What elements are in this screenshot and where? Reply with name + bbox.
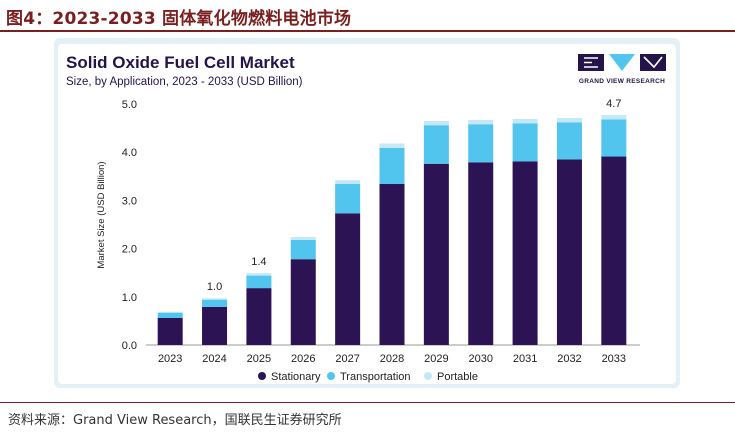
bar-transportation-2033 xyxy=(601,119,627,157)
bar-portable-2026 xyxy=(290,237,316,240)
legend-swatch-stationary xyxy=(258,372,266,380)
bar-portable-2023 xyxy=(157,311,183,313)
bar-portable-2032 xyxy=(556,117,582,123)
bar-transportation-2027 xyxy=(335,184,361,214)
legend: Stationary Transportation Portable xyxy=(258,371,478,383)
y-axis-title: Market Size (USD Billion) xyxy=(96,161,107,268)
bar-transportation-2030 xyxy=(468,124,494,163)
x-tick-label: 2028 xyxy=(380,353,404,365)
bar-portable-2025 xyxy=(246,273,272,276)
bar-stationary-2023 xyxy=(157,318,183,345)
bar-stationary-2027 xyxy=(335,213,361,345)
y-tick-label: 4.0 xyxy=(122,147,137,159)
x-axis: 2023 2024 2025 2026 2027 2028 2029 2030 2031 2032… xyxy=(158,353,626,365)
bar-stationary-2029 xyxy=(423,163,449,345)
bar-transportation-2024 xyxy=(202,299,228,307)
x-tick-label: 2033 xyxy=(602,353,626,365)
bar-transportation-2031 xyxy=(512,123,538,162)
legend-label-portable: Portable xyxy=(437,371,478,383)
title-rule xyxy=(0,30,735,32)
bar-stationary-2033 xyxy=(601,156,627,345)
data-label: 1.4 xyxy=(251,256,266,268)
bar-transportation-2025 xyxy=(246,275,272,289)
x-tick-label: 2023 xyxy=(158,353,182,365)
source-note: 资料来源：Grand View Research，国联民生证券研究所 xyxy=(8,413,342,428)
chart-subtitle: Size, by Application, 2023 - 2033 (USD B… xyxy=(66,76,303,88)
bar-transportation-2026 xyxy=(290,239,316,260)
bar-portable-2033 xyxy=(601,115,627,120)
legend-swatch-portable xyxy=(424,372,432,380)
y-axis-title-group: Market Size (USD Billion) xyxy=(96,161,107,268)
bar-portable-2031 xyxy=(512,118,538,124)
bar-portable-2029 xyxy=(423,120,449,126)
y-axis: 0.0 1.0 2.0 3.0 4.0 5.0 xyxy=(122,99,137,352)
brand-name: GRAND VIEW RESEARCH xyxy=(578,78,666,85)
bar-portable-2024 xyxy=(202,298,228,300)
bar-transportation-2029 xyxy=(423,125,449,164)
bar-transportation-2023 xyxy=(157,312,183,319)
bar-stationary-2030 xyxy=(468,162,494,345)
y-tick-label: 2.0 xyxy=(122,244,137,256)
bar-portable-2030 xyxy=(468,119,494,125)
y-tick-label: 1.0 xyxy=(122,292,137,304)
bar-stationary-2025 xyxy=(246,288,272,345)
y-tick-label: 3.0 xyxy=(122,195,137,207)
bar-portable-2027 xyxy=(335,180,361,185)
bar-transportation-2028 xyxy=(379,147,405,185)
bars xyxy=(157,115,627,345)
bar-transportation-2032 xyxy=(556,122,582,160)
source-rule xyxy=(0,402,735,403)
brand-logo xyxy=(578,54,666,71)
x-tick-label: 2027 xyxy=(335,353,359,365)
data-labels: 1.0 1.4 4.7 xyxy=(207,98,622,293)
figure-title: 图4：2023-2033 固体氧化物燃料电池市场 xyxy=(6,9,352,29)
bar-stationary-2032 xyxy=(556,159,582,345)
legend-label-transportation: Transportation xyxy=(340,371,411,383)
bar-stationary-2031 xyxy=(512,161,538,345)
bar-stationary-2028 xyxy=(379,184,405,345)
data-label: 4.7 xyxy=(606,98,621,110)
y-tick-label: 0.0 xyxy=(122,340,137,352)
x-tick-label: 2030 xyxy=(468,353,492,365)
chart-title: Solid Oxide Fuel Cell Market xyxy=(66,53,295,72)
y-tick-label: 5.0 xyxy=(122,99,137,111)
x-tick-label: 2025 xyxy=(247,353,271,365)
bar-stationary-2024 xyxy=(202,306,228,345)
bar-portable-2028 xyxy=(379,143,405,148)
bar-stationary-2026 xyxy=(290,259,316,345)
legend-label-stationary: Stationary xyxy=(271,371,321,383)
x-tick-label: 2024 xyxy=(202,353,226,365)
x-tick-label: 2031 xyxy=(513,353,537,365)
x-tick-label: 2032 xyxy=(557,353,581,365)
x-tick-label: 2029 xyxy=(424,353,448,365)
legend-swatch-transportation xyxy=(327,372,335,380)
data-label: 1.0 xyxy=(207,281,222,293)
x-tick-label: 2026 xyxy=(291,353,315,365)
